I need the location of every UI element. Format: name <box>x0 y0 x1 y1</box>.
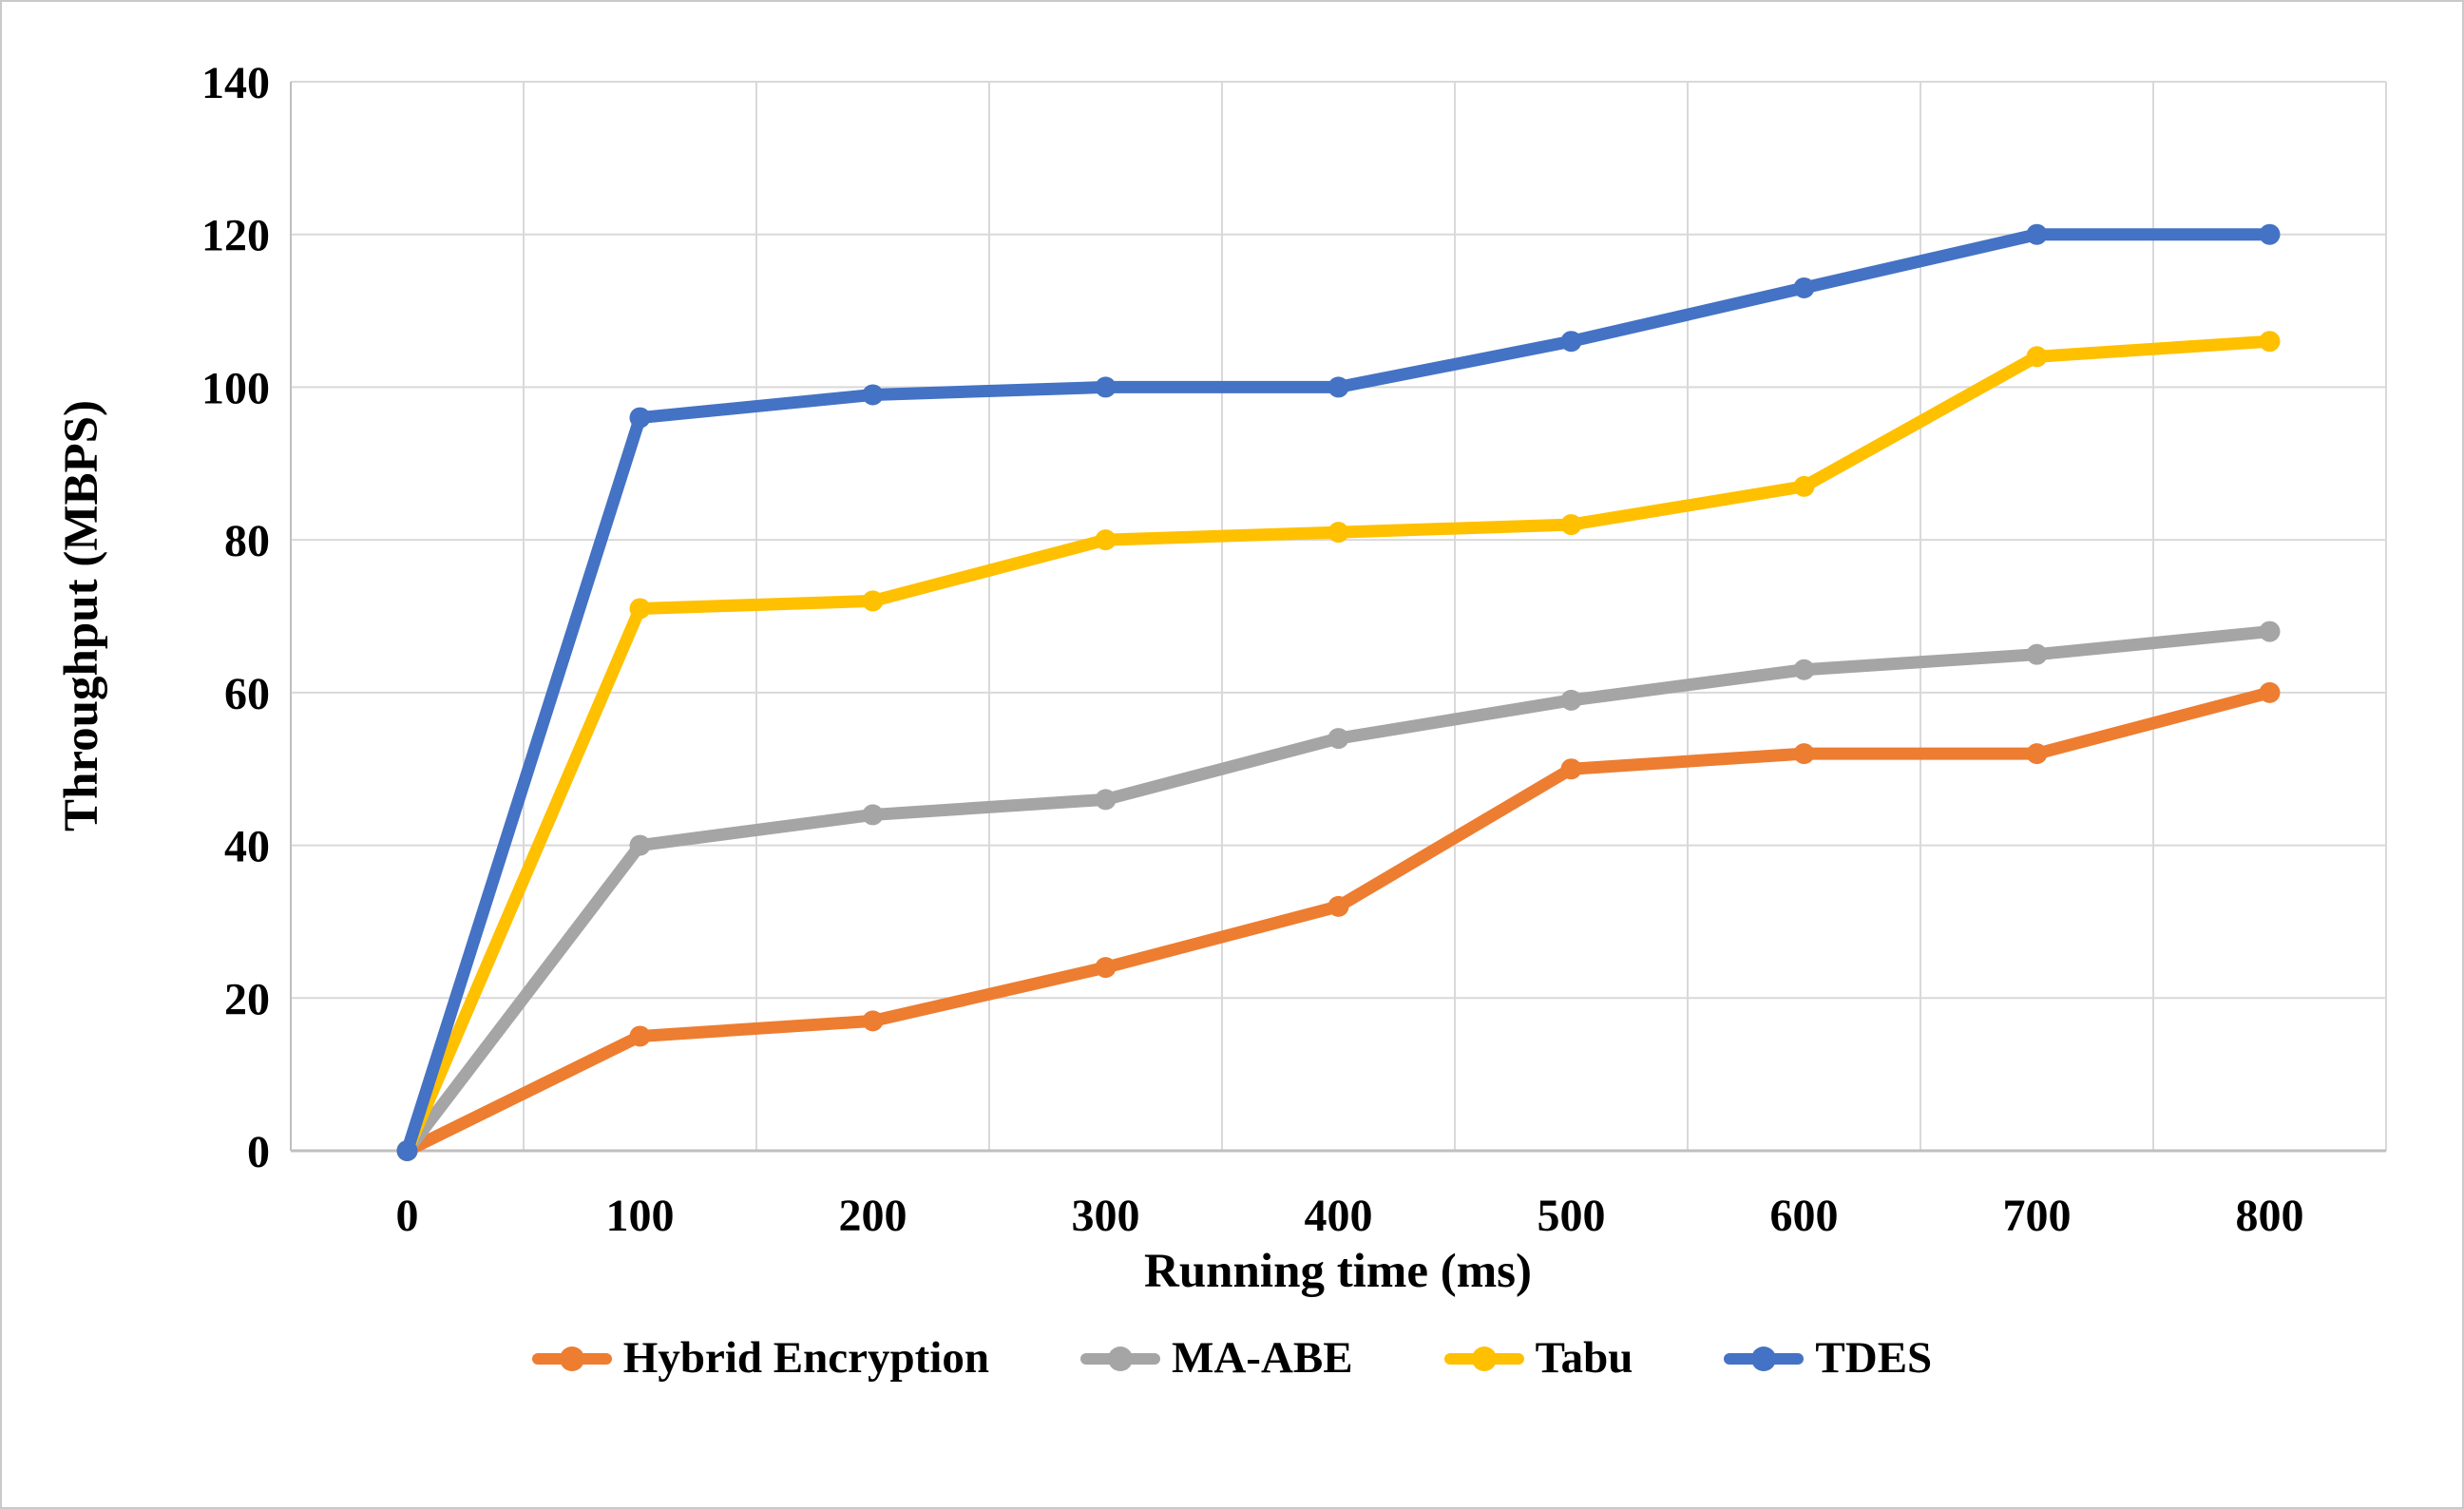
data-point-marker <box>862 1010 884 1032</box>
series-tabu <box>396 331 2281 1161</box>
data-point-marker <box>629 407 651 429</box>
data-point-marker <box>1328 522 1349 544</box>
data-point-marker <box>2259 621 2281 642</box>
legend-line-marker-swatch <box>1724 1345 1805 1373</box>
y-tick-label: 100 <box>201 363 270 413</box>
legend-swatch-dot <box>559 1346 584 1371</box>
data-point-marker <box>629 1025 651 1047</box>
data-point-marker <box>1793 743 1815 765</box>
data-point-marker <box>396 1140 418 1161</box>
x-tick-label: 200 <box>839 1191 907 1241</box>
data-point-marker <box>2026 743 2048 765</box>
x-tick-label: 800 <box>2236 1191 2304 1241</box>
legend-line-marker-swatch <box>531 1345 612 1373</box>
legend-line-marker-swatch <box>1080 1345 1160 1373</box>
data-point-marker <box>1095 529 1117 551</box>
data-point-marker <box>1560 689 1582 711</box>
x-tick-label: 400 <box>1305 1191 1373 1241</box>
y-tick-label: 80 <box>224 516 270 566</box>
legend-swatch-dot <box>1471 1346 1497 1371</box>
data-point-marker <box>2259 223 2281 245</box>
series-tdes <box>396 223 2281 1161</box>
data-point-marker <box>1560 331 1582 353</box>
y-tick-label: 120 <box>201 211 270 261</box>
data-point-marker <box>2026 223 2048 245</box>
x-tick-label: 0 <box>396 1191 419 1241</box>
x-tick-label: 600 <box>1770 1191 1839 1241</box>
legend-item-tabu: Tabu <box>1443 1333 1633 1383</box>
legend-label: Hybrid Encryption <box>622 1333 989 1383</box>
legend-swatch-dot <box>1108 1346 1133 1371</box>
data-point-marker <box>1328 728 1349 750</box>
legend-label: TDES <box>1815 1333 1933 1383</box>
data-point-marker <box>1328 895 1349 917</box>
legend-line-marker-swatch <box>1443 1345 1524 1373</box>
y-tick-label: 40 <box>224 822 270 872</box>
data-point-marker <box>1095 957 1117 979</box>
data-point-marker <box>1560 758 1582 780</box>
data-point-marker <box>629 834 651 856</box>
data-point-marker <box>1793 277 1815 298</box>
data-point-marker <box>862 804 884 826</box>
data-point-marker <box>862 590 884 612</box>
gridlines <box>290 81 2387 1151</box>
data-point-marker <box>2259 331 2281 353</box>
series-line <box>401 686 2276 1157</box>
data-point-marker <box>629 598 651 620</box>
tick-labels: 0 20 40 60 80 100 120 140 0 100 200 300 400 500 600 700… <box>201 58 2304 1241</box>
y-tick-label: 140 <box>201 58 270 108</box>
legend-item-ma-abe: MA-ABE <box>1080 1336 1353 1381</box>
y-tick-label: 20 <box>224 974 270 1024</box>
legend-label: MA-ABE <box>1172 1333 1353 1383</box>
data-point-marker <box>2026 643 2048 665</box>
data-point-marker <box>1095 789 1117 811</box>
chart-legend: Hybrid Encryption MA-ABE Tabu TDES <box>2 1336 2462 1381</box>
x-tick-label: 100 <box>606 1191 675 1241</box>
y-axis-title: Throughput (MBPS) <box>55 400 108 831</box>
data-point-marker <box>1793 659 1815 680</box>
y-tick-label: 60 <box>224 669 270 719</box>
legend-item-tdes: TDES <box>1724 1336 1932 1381</box>
legend-swatch-dot <box>1751 1346 1777 1371</box>
data-point-marker <box>1095 376 1117 398</box>
data-point-marker <box>1328 376 1349 398</box>
legend-label: Tabu <box>1535 1333 1633 1383</box>
data-point-marker <box>862 384 884 406</box>
data-point-marker <box>1793 475 1815 497</box>
legend-item-hybrid-encryption: Hybrid Encryption <box>531 1333 989 1383</box>
x-tick-label: 500 <box>1538 1191 1606 1241</box>
x-axis-title: Running time (ms) <box>1144 1245 1532 1298</box>
data-point-marker <box>2259 681 2281 703</box>
series-hybrid-encryption <box>396 681 2281 1161</box>
data-point-marker <box>1560 514 1582 536</box>
axes <box>290 82 2386 1153</box>
series-line <box>401 625 2276 1157</box>
x-tick-label: 300 <box>1072 1191 1140 1241</box>
data-series <box>396 223 2281 1161</box>
series-ma-abe <box>396 621 2281 1161</box>
data-point-marker <box>2026 346 2048 368</box>
x-tick-label: 700 <box>2003 1191 2072 1241</box>
y-tick-label: 0 <box>247 1127 270 1177</box>
